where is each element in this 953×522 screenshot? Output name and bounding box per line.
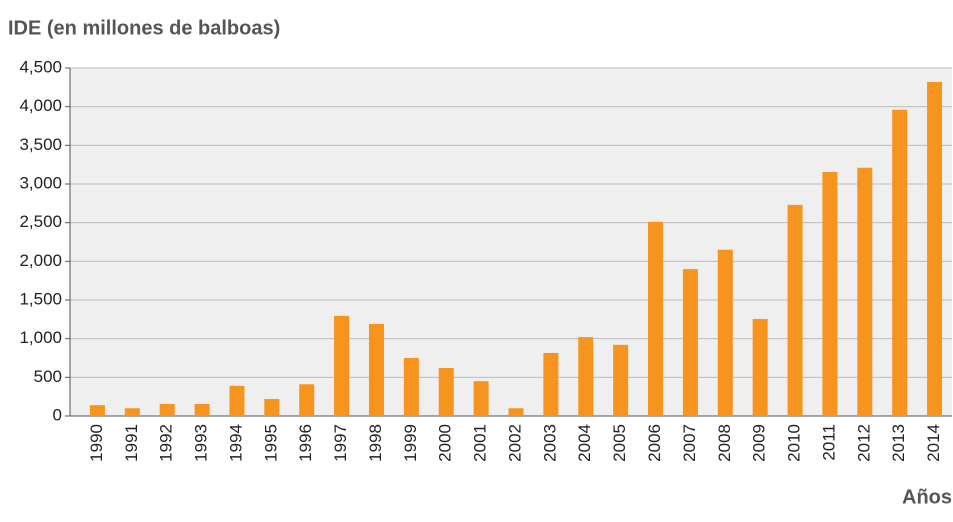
bar (822, 172, 838, 416)
bar (543, 352, 559, 416)
x-tick-label: 2002 (505, 424, 524, 462)
bar (334, 315, 350, 416)
x-tick-label: 2007 (680, 424, 699, 462)
bar (752, 318, 768, 416)
bar (403, 358, 419, 416)
bar (89, 405, 105, 416)
x-tick-label: 2014 (924, 424, 943, 462)
x-tick-label: 2000 (436, 424, 455, 462)
y-tick-label: 3,500 (19, 135, 62, 154)
x-tick-label: 1990 (87, 424, 106, 462)
bar (892, 109, 908, 416)
bar (194, 404, 210, 416)
chart-title: IDE (en millones de balboas) (8, 17, 280, 39)
x-tick-label: 2004 (575, 424, 594, 462)
x-tick-label: 1998 (366, 424, 385, 462)
bar (229, 385, 245, 416)
bar (299, 384, 315, 416)
x-tick-label: 1995 (261, 424, 280, 462)
x-tick-label: 1993 (192, 424, 211, 462)
bar (927, 81, 943, 417)
x-tick-label: 1999 (401, 424, 420, 462)
y-tick-label: 4,000 (19, 96, 62, 115)
x-tick-label: 1991 (122, 424, 141, 462)
x-tick-label: 2001 (471, 424, 490, 462)
y-tick-label: 3,000 (19, 173, 62, 192)
bar (682, 269, 698, 416)
bar (473, 381, 489, 416)
bar (159, 404, 175, 416)
bar (508, 408, 524, 416)
bar (857, 167, 873, 416)
bar (368, 323, 384, 416)
y-tick-label: 1,500 (19, 289, 62, 308)
bar (438, 368, 454, 416)
x-tick-label: 1994 (226, 424, 245, 462)
bar (124, 408, 140, 416)
bar (578, 337, 594, 416)
x-tick-label: 2008 (715, 424, 734, 462)
x-tick-label: 2006 (645, 424, 664, 462)
x-tick-label: 2010 (785, 424, 804, 462)
y-tick-label: 1,000 (19, 328, 62, 347)
y-tick-label: 500 (34, 367, 62, 386)
y-tick-label: 2,500 (19, 212, 62, 231)
y-tick-label: 4,500 (19, 57, 62, 76)
x-axis-label: Años (902, 486, 952, 508)
y-tick-label: 2,000 (19, 251, 62, 270)
y-tick-label: 0 (53, 405, 62, 424)
x-tick-label: 1992 (157, 424, 176, 462)
plot-area (70, 68, 952, 416)
bar (717, 249, 733, 416)
bar (648, 221, 664, 416)
x-tick-label: 2009 (750, 424, 769, 462)
bar (264, 398, 280, 416)
x-tick-label: 2011 (819, 424, 838, 461)
x-tick-label: 2003 (540, 424, 559, 462)
x-tick-label: 2005 (610, 424, 629, 462)
bar (787, 204, 803, 416)
x-tick-label: 2013 (889, 424, 908, 462)
bar (613, 344, 629, 416)
x-tick-label: 1997 (331, 424, 350, 462)
x-tick-label: 2012 (854, 424, 873, 462)
x-tick-label: 1996 (296, 424, 315, 462)
